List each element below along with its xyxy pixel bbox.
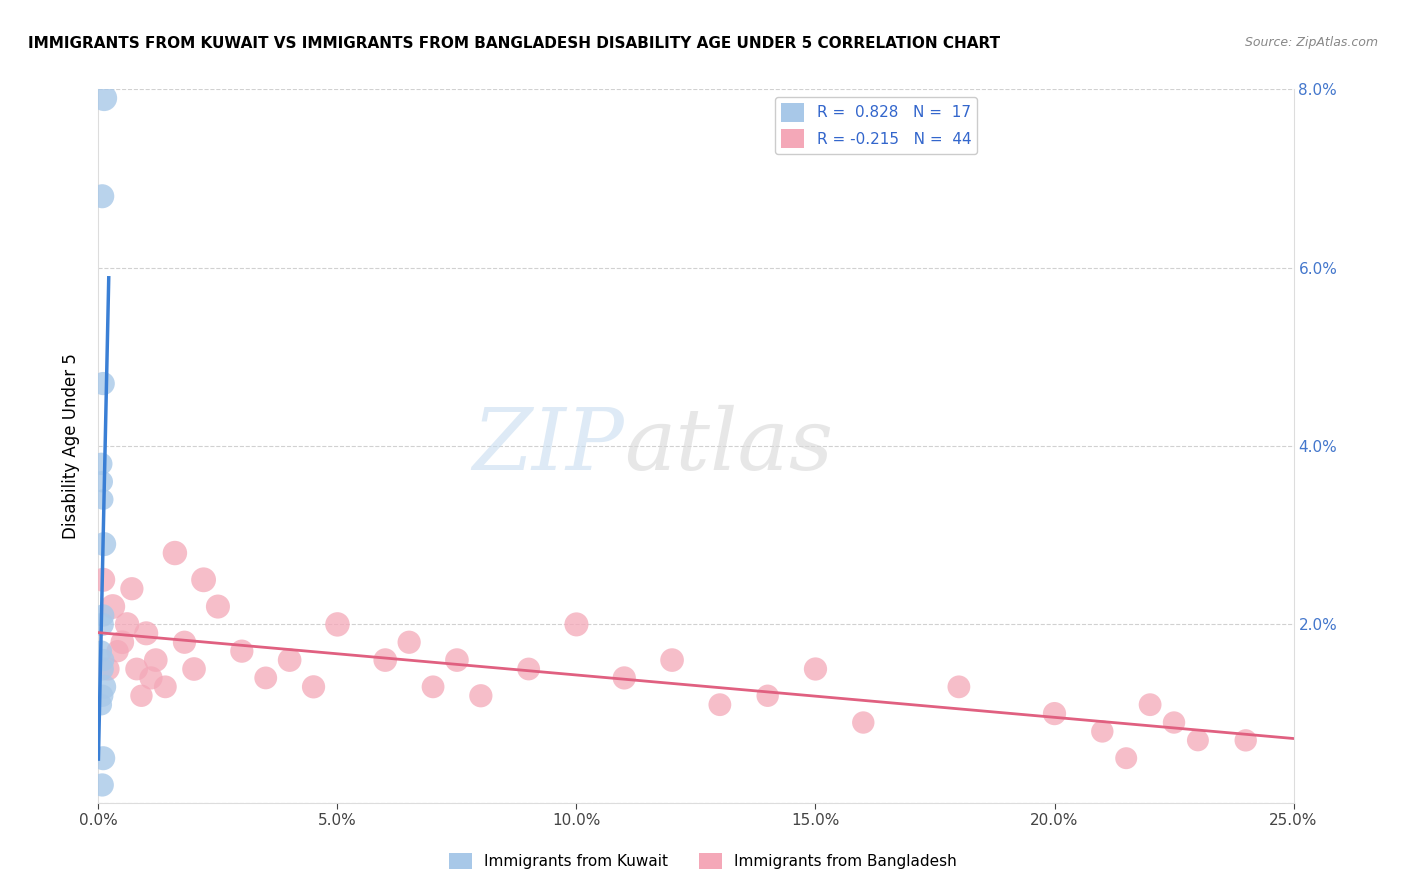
Point: [398, 635, 420, 649]
Point: [1187, 733, 1209, 747]
Point: [1091, 724, 1114, 739]
Point: [278, 653, 301, 667]
Point: [91, 608, 114, 623]
Point: [93, 91, 115, 105]
Text: atlas: atlas: [624, 405, 834, 487]
Point: [517, 662, 540, 676]
Text: Source: ZipAtlas.com: Source: ZipAtlas.com: [1244, 36, 1378, 49]
Point: [107, 644, 129, 658]
Point: [90, 644, 112, 658]
Point: [173, 635, 195, 649]
Point: [193, 573, 215, 587]
Point: [470, 689, 492, 703]
Point: [709, 698, 731, 712]
Point: [613, 671, 636, 685]
Point: [97, 662, 120, 676]
Point: [1115, 751, 1137, 765]
Point: [91, 376, 114, 391]
Point: [90, 698, 112, 712]
Point: [111, 635, 134, 649]
Point: [1234, 733, 1257, 747]
Point: [422, 680, 444, 694]
Point: [326, 617, 349, 632]
Point: [374, 653, 396, 667]
Point: [145, 653, 167, 667]
Legend: R =  0.828   N =  17, R = -0.215   N =  44: R = 0.828 N = 17, R = -0.215 N = 44: [775, 97, 977, 154]
Point: [1139, 698, 1161, 712]
Point: [91, 617, 114, 632]
Point: [302, 680, 325, 694]
Point: [91, 689, 114, 703]
Point: [91, 573, 114, 587]
Point: [183, 662, 205, 676]
Point: [91, 475, 114, 489]
Text: ZIP: ZIP: [472, 405, 624, 487]
Point: [90, 457, 112, 471]
Point: [91, 662, 114, 676]
Y-axis label: Disability Age Under 5: Disability Age Under 5: [62, 353, 80, 539]
Point: [661, 653, 683, 667]
Point: [101, 599, 124, 614]
Point: [446, 653, 468, 667]
Point: [163, 546, 186, 560]
Point: [91, 189, 114, 203]
Point: [756, 689, 779, 703]
Text: IMMIGRANTS FROM KUWAIT VS IMMIGRANTS FROM BANGLADESH DISABILITY AGE UNDER 5 CORR: IMMIGRANTS FROM KUWAIT VS IMMIGRANTS FRO…: [28, 36, 1000, 51]
Legend: Immigrants from Kuwait, Immigrants from Bangladesh: Immigrants from Kuwait, Immigrants from …: [443, 847, 963, 875]
Point: [93, 537, 115, 551]
Point: [207, 599, 229, 614]
Point: [115, 617, 138, 632]
Point: [93, 680, 115, 694]
Point: [804, 662, 827, 676]
Point: [91, 653, 114, 667]
Point: [852, 715, 875, 730]
Point: [135, 626, 157, 640]
Point: [1163, 715, 1185, 730]
Point: [131, 689, 153, 703]
Point: [91, 751, 114, 765]
Point: [125, 662, 148, 676]
Point: [155, 680, 177, 694]
Point: [91, 778, 114, 792]
Point: [1043, 706, 1066, 721]
Point: [139, 671, 162, 685]
Point: [231, 644, 253, 658]
Point: [565, 617, 588, 632]
Point: [948, 680, 970, 694]
Point: [91, 492, 114, 507]
Point: [254, 671, 277, 685]
Point: [121, 582, 143, 596]
